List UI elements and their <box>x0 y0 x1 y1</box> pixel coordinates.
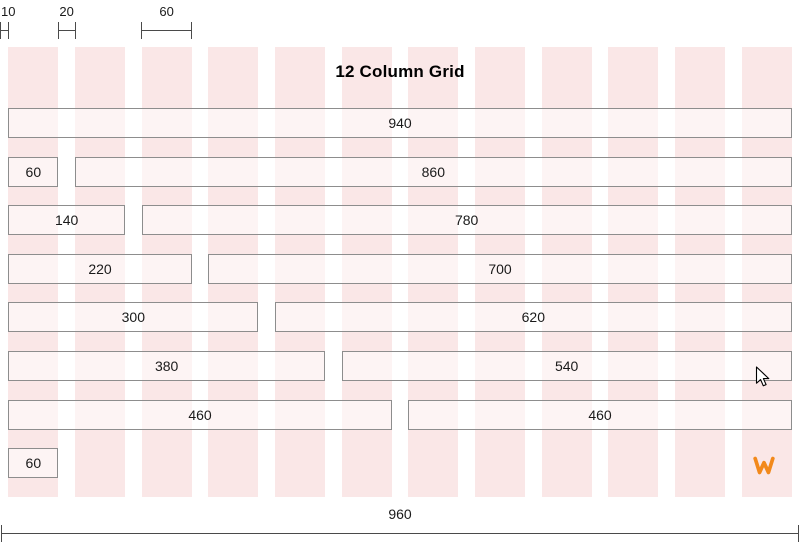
width-label: 220 <box>88 260 112 277</box>
width-label: 700 <box>488 260 512 277</box>
dimension-line <box>58 30 75 31</box>
width-box: 620 <box>275 302 792 333</box>
dimension-tick <box>798 525 799 542</box>
width-label: 60 <box>25 163 42 180</box>
width-box: 860 <box>75 156 792 187</box>
grid-row: 380 540 <box>0 351 800 381</box>
width-box: 540 <box>341 351 792 381</box>
grid-row: 60 <box>0 448 800 479</box>
dimension-tick <box>7 22 9 39</box>
width-box: 60 <box>8 448 59 479</box>
page-title: 12 Column Grid <box>335 62 465 81</box>
dimension-tick <box>57 22 59 39</box>
dimension-line <box>1 533 799 534</box>
grid-row: 460 460 <box>0 399 800 430</box>
grid-row: 140 780 <box>0 205 800 236</box>
width-box: 460 <box>408 399 792 430</box>
dimension-tick <box>74 22 76 39</box>
grid-row: 940 <box>0 108 800 138</box>
dimension-tick <box>0 22 1 39</box>
dimension-line <box>0 30 9 31</box>
grid-row: 60 860 <box>0 156 800 187</box>
width-box: 700 <box>208 253 792 284</box>
width-box: 220 <box>8 253 192 284</box>
dimension-tick <box>141 22 143 39</box>
dimension-tick <box>191 22 193 39</box>
dimension-label: 10 <box>1 4 16 19</box>
dimension-label: 20 <box>59 4 74 19</box>
width-box: 380 <box>8 351 325 381</box>
width-box: 460 <box>8 399 392 430</box>
dimension-label: 60 <box>159 4 174 19</box>
width-label: 60 <box>25 455 42 472</box>
width-label: 860 <box>421 163 445 180</box>
width-box: 300 <box>8 302 259 333</box>
logo-icon <box>751 452 777 478</box>
width-box: 780 <box>141 205 792 236</box>
grid-row: 300 620 <box>0 302 800 333</box>
dimension-line <box>141 30 192 31</box>
width-box: 140 <box>8 205 125 236</box>
grid-row: 220 700 <box>0 253 800 284</box>
width-box: 940 <box>8 108 792 138</box>
dimension-label: 960 <box>388 506 412 522</box>
width-label: 300 <box>121 309 145 326</box>
width-label: 140 <box>54 212 79 229</box>
width-label: 780 <box>454 212 479 229</box>
width-label: 540 <box>554 358 579 374</box>
width-label: 940 <box>388 115 412 131</box>
dimension-tick <box>1 525 2 542</box>
cursor-icon <box>755 366 773 388</box>
width-label: 460 <box>188 406 212 423</box>
width-label: 460 <box>588 406 612 423</box>
width-label: 380 <box>154 358 179 374</box>
width-label: 620 <box>521 309 545 326</box>
width-box: 60 <box>8 156 59 187</box>
